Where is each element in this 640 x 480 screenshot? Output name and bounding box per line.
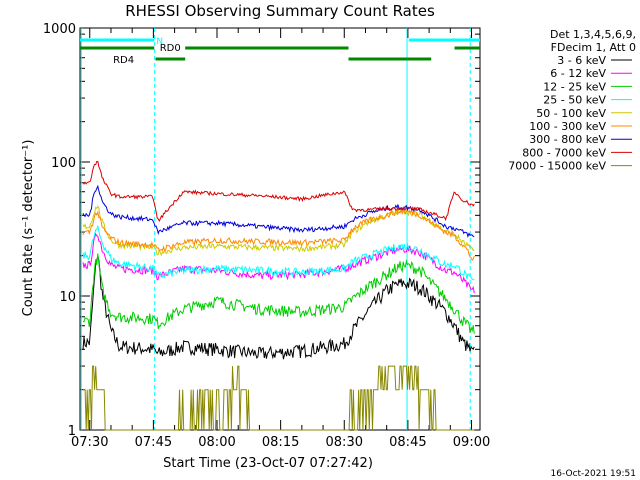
legend: Det 1,3,4,5,6,9,FDecim 1, Att 03 - 6 keV… bbox=[508, 28, 636, 173]
series-line bbox=[82, 253, 475, 334]
series-line bbox=[82, 160, 475, 222]
timestamp: 16-Oct-2021 19:51 bbox=[551, 469, 636, 479]
legend-entry-label: 800 - 7000 keV bbox=[522, 146, 606, 159]
legend-header: Det 1,3,4,5,6,9, bbox=[550, 28, 636, 41]
series-line bbox=[82, 208, 475, 262]
x-tick-label: 08:30 bbox=[326, 435, 363, 450]
y-tick-label: 1 bbox=[68, 424, 76, 439]
legend-entry-label: 3 - 6 keV bbox=[557, 54, 606, 67]
legend-entry-label: 100 - 300 keV bbox=[529, 120, 606, 133]
y-axis-label: Count Rate (s⁻¹ detector⁻¹) bbox=[21, 140, 36, 317]
series-line bbox=[82, 225, 475, 281]
legend-header: FDecim 1, Att 0 bbox=[551, 41, 636, 54]
bar-label-n: N bbox=[156, 37, 163, 47]
x-tick-label: 07:45 bbox=[135, 435, 172, 450]
legend-entry-label: 12 - 25 keV bbox=[543, 80, 606, 93]
legend-entry-label: 50 - 100 keV bbox=[536, 107, 606, 120]
x-tick-label: 08:45 bbox=[389, 435, 426, 450]
x-tick-label: 08:00 bbox=[198, 435, 235, 450]
legend-entry-label: 6 - 12 keV bbox=[550, 67, 606, 80]
x-tick-label: 08:15 bbox=[262, 435, 299, 450]
bar-label-rd0: RD0 bbox=[160, 43, 181, 54]
legend-entry-label: 25 - 50 keV bbox=[543, 94, 606, 107]
legend-entry-label: 7000 - 15000 keV bbox=[508, 160, 606, 173]
plot-area: 1 10 100 1000 07:30 07:45 08:00 08:15 08:30 08:45… bbox=[43, 22, 490, 450]
bar-label-rd4: RD4 bbox=[113, 55, 134, 66]
y-tick-label: 10 bbox=[59, 290, 76, 305]
x-tick-label: 07:30 bbox=[71, 435, 108, 450]
chart-title: RHESSI Observing Summary Count Rates bbox=[125, 2, 435, 20]
x-axis-label: Start Time (23-Oct-07 07:27:42) bbox=[163, 456, 373, 471]
series-line bbox=[82, 255, 475, 360]
series-line bbox=[83, 365, 475, 431]
legend-entry-label: 300 - 800 keV bbox=[529, 133, 606, 146]
y-tick-label: 100 bbox=[51, 156, 76, 171]
y-tick-label: 1000 bbox=[43, 22, 76, 37]
x-tick-label: 09:00 bbox=[453, 435, 490, 450]
